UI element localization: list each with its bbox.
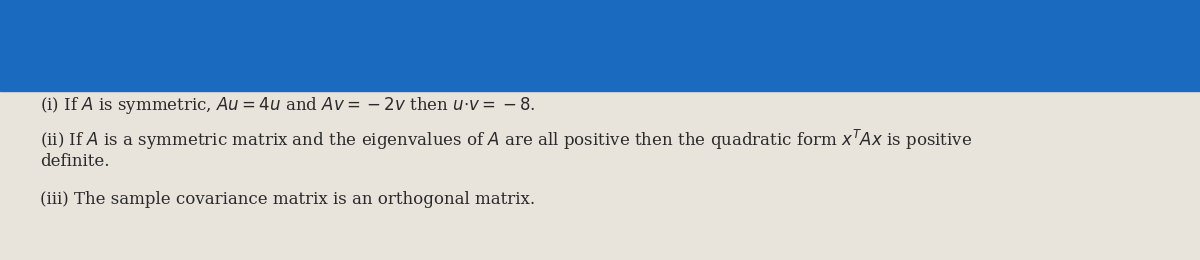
Text: (iii) The sample covariance matrix is an orthogonal matrix.: (iii) The sample covariance matrix is an…: [40, 192, 535, 209]
Text: (i) If $A$ is symmetric, $Au = 4u$ and $Av = -2v$ then $u{\cdot}v = -8$.: (i) If $A$ is symmetric, $Au = 4u$ and $…: [40, 94, 535, 115]
Text: (ii) If $A$ is a symmetric matrix and the eigenvalues of $A$ are all positive th: (ii) If $A$ is a symmetric matrix and th…: [40, 128, 972, 152]
Text: Consider the following statements.: Consider the following statements.: [18, 47, 326, 63]
Bar: [0, 0, 1200, 91]
Text: definite.: definite.: [40, 153, 109, 171]
